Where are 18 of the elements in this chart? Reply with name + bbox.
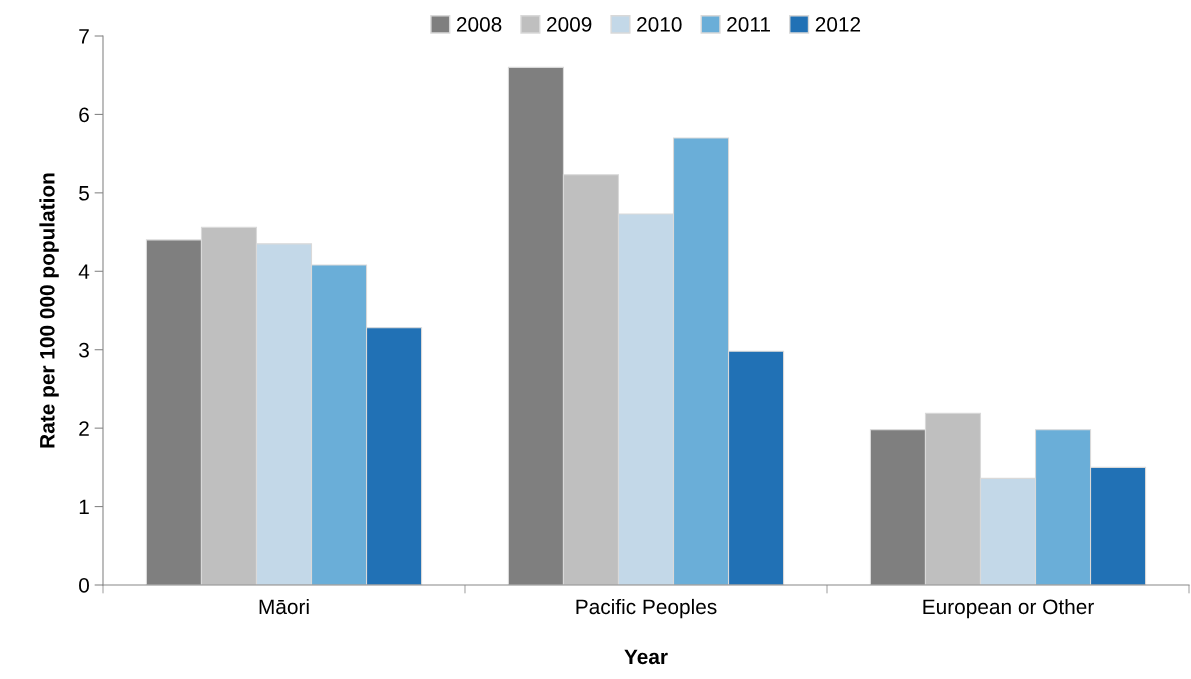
legend-label: 2009 xyxy=(547,17,592,32)
y-tick-label: 4 xyxy=(78,264,90,279)
legend-label: 2008 xyxy=(456,17,502,32)
legend-label: 2012 xyxy=(815,17,861,32)
y-tick-label: 6 xyxy=(79,107,89,123)
y-tick-label: 0 xyxy=(79,578,89,593)
x-tick-label: European or Other xyxy=(923,598,1094,619)
x-tick-label: Pacific Peoples xyxy=(576,598,717,619)
legend-label: 2010 xyxy=(637,17,682,32)
y-tick-label: 7 xyxy=(79,29,89,44)
y-tick-label: 2 xyxy=(79,421,89,436)
y-tick-label: 1 xyxy=(79,499,89,515)
y-tick-label: 5 xyxy=(79,186,89,201)
x-axis-title: Year xyxy=(624,649,668,665)
x-tick-label: Māori xyxy=(259,598,309,615)
y-tick-label: 3 xyxy=(79,342,89,358)
y-axis-title: Rate per 100 000 population xyxy=(39,173,59,448)
legend-label: 2011 xyxy=(727,17,770,32)
